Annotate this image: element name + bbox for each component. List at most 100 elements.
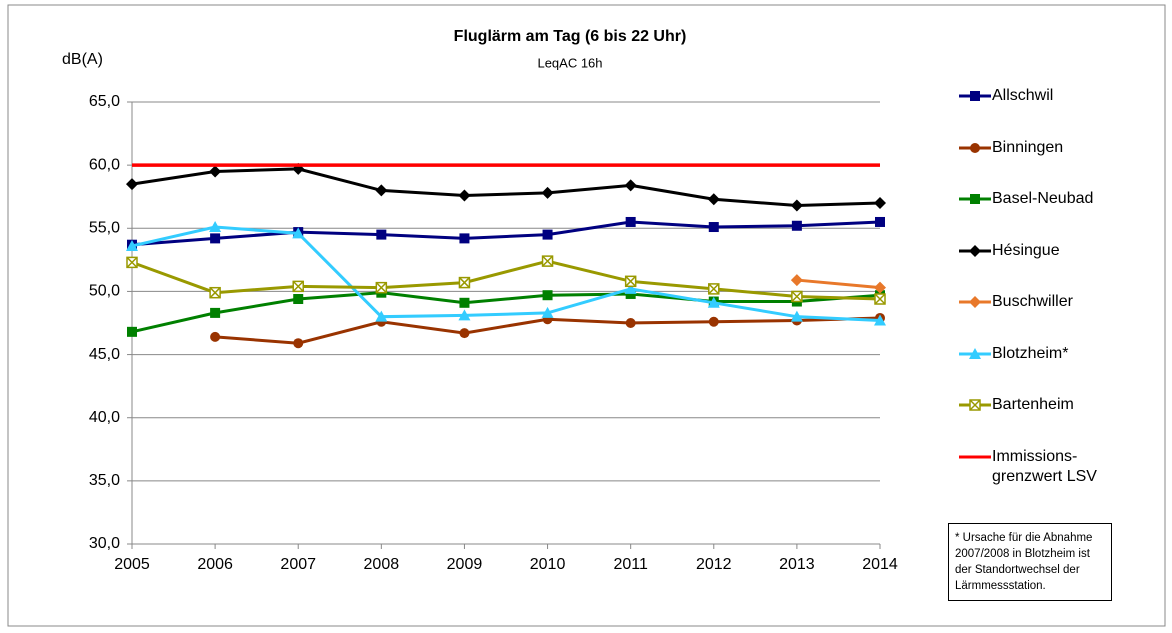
marker [790,274,803,287]
marker [625,288,636,299]
legend-swatch [959,399,991,411]
legend-item: Blotzheim* [958,344,1148,364]
marker [875,216,885,227]
series-line [131,167,881,208]
legend-swatch [959,455,991,458]
marker [970,194,980,204]
marker [292,280,304,293]
x-tick-label: 2014 [862,556,898,573]
marker-cross [292,280,304,292]
x-tick-label: 2010 [530,556,566,573]
legend-swatch [959,244,991,257]
legend-label: Hésingue [992,241,1060,259]
marker [542,229,553,240]
marker [708,283,720,295]
marker [375,310,388,322]
marker [459,297,470,308]
marker [209,165,222,178]
legend-item: Immissions-grenzwert LSV [958,447,1148,487]
marker [969,244,981,257]
marker [791,220,802,231]
legend-label: Immissions-grenzwert LSV [992,447,1097,485]
marker [541,255,554,267]
y-tick-label: 35,0 [89,472,120,489]
series-line [796,278,881,290]
legend-item: Bartenheim [958,395,1148,415]
marker [790,199,803,212]
legend-item: Basel-Neubad [958,189,1148,209]
y-tick-label: 60,0 [89,156,120,173]
series-line [131,225,881,322]
chart-title: Fluglärm am Tag (6 bis 22 Uhr) [454,28,687,45]
legend-label: Binningen [992,138,1064,156]
marker [969,296,981,308]
legend-swatch [959,347,991,359]
legend-label: Bartenheim [992,396,1074,413]
marker [707,296,720,308]
marker [375,184,388,197]
marker [970,142,980,153]
y-tick-label: 40,0 [89,409,120,426]
marker [970,91,980,101]
legend-item: Binningen [958,138,1148,158]
marker [210,233,221,244]
legend-label: Basel-Neubad [992,190,1094,207]
marker [707,193,720,206]
marker [209,221,222,233]
marker-cross [708,283,720,295]
legend-item: Allschwil [958,86,1148,106]
marker [459,328,470,339]
marker [624,275,637,288]
marker [625,318,636,328]
marker [293,294,304,305]
marker [459,233,470,244]
legend-swatch [959,142,991,153]
marker [708,222,719,233]
marker [969,347,981,359]
marker-cross [791,290,803,303]
legend-swatch [959,194,991,204]
legend-swatch [959,91,991,101]
marker [790,310,803,322]
marker [969,399,981,411]
chart-subtitle: LeqAC 16h [537,55,602,70]
marker [126,256,138,269]
marker-cross [375,282,387,294]
marker [542,290,553,301]
marker [541,186,554,199]
x-tick-label: 2008 [364,556,400,573]
y-tick-label: 65,0 [89,93,120,110]
legend-label: Allschwil [992,87,1054,104]
marker [874,293,886,305]
x-tick-label: 2007 [280,556,316,573]
marker [376,229,387,240]
marker [791,290,803,303]
marker [874,281,886,294]
footnote: * Ursache für die Abnahme 2007/2008 in B… [948,523,1112,601]
marker [874,197,886,210]
marker-cross [126,256,138,268]
legend-label: Blotzheim* [992,344,1069,362]
y-axis-label: dB(A) [62,51,103,68]
x-tick-label: 2013 [779,556,815,573]
x-tick-label: 2012 [696,556,732,573]
series-line [131,259,881,301]
marker [458,276,471,289]
series-line [131,220,881,247]
marker [458,309,471,321]
legend-swatch [959,296,991,308]
marker [541,306,554,318]
marker [293,338,304,349]
marker [126,239,138,251]
x-tick-label: 2011 [613,556,648,573]
marker [127,326,137,337]
marker-cross [542,255,554,267]
x-tick-label: 2005 [114,556,150,573]
marker-cross [874,293,886,305]
marker [292,227,305,239]
marker-cross [458,277,470,289]
marker [624,282,637,294]
marker [874,314,886,326]
x-tick-label: 2009 [447,556,483,573]
